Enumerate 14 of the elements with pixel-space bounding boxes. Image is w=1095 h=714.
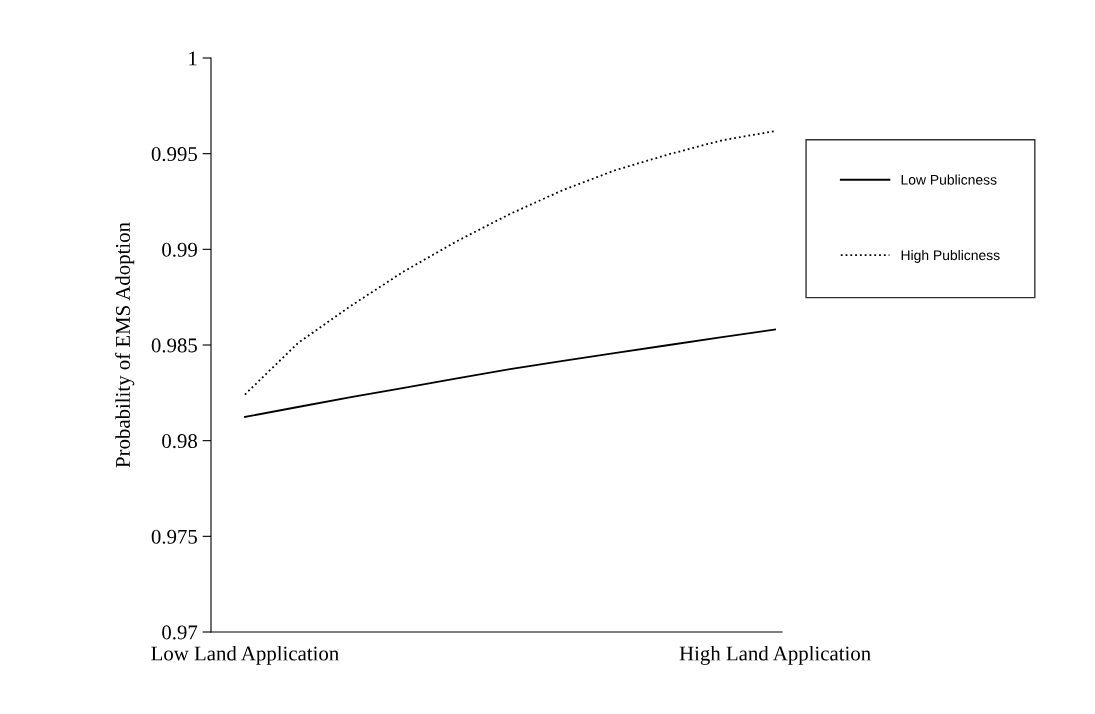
x-tick-label: High Land Application (679, 645, 871, 665)
y-tick-label: 1 (189, 51, 197, 66)
y-axis-title: Probability of EMS Adoption (115, 222, 135, 468)
y-tick-label: 0.995 (151, 147, 197, 162)
y-tick-label: 0.98 (162, 434, 198, 449)
y-tick-label: 0.985 (151, 338, 197, 353)
legend-label: High Publicness (901, 249, 1000, 263)
line-series (244, 328, 777, 418)
line-series (244, 130, 777, 396)
y-tick-label: 0.97 (162, 625, 198, 640)
y-tick-label: 0.99 (162, 242, 197, 257)
x-tick-label: Low Land Application (151, 645, 339, 665)
legend-label: Low Publicness (901, 174, 997, 185)
y-tick-label: 0.975 (151, 529, 197, 544)
